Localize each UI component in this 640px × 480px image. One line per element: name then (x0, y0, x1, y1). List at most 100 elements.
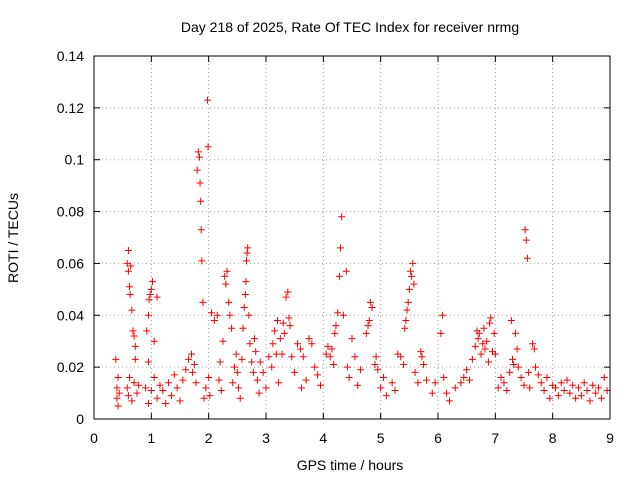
data-point (221, 272, 229, 280)
data-point (296, 345, 304, 353)
data-point (124, 392, 132, 400)
data-point (226, 311, 234, 319)
data-point (510, 361, 518, 369)
data-point (420, 361, 428, 369)
data-point (216, 358, 224, 366)
data-point (268, 363, 276, 371)
data-point (112, 355, 120, 363)
data-point (142, 384, 150, 392)
data-point (239, 324, 247, 332)
data-point (388, 379, 396, 387)
data-point (481, 345, 489, 353)
data-point (597, 394, 605, 402)
data-point (335, 272, 343, 280)
data-point (150, 337, 158, 345)
x-axis-label: GPS time / hours (297, 457, 404, 473)
data-point (273, 316, 281, 324)
data-point (557, 379, 565, 387)
data-point (199, 298, 207, 306)
data-point (468, 355, 476, 363)
data-point (497, 374, 505, 382)
data-point (401, 324, 409, 332)
data-point (410, 280, 418, 288)
data-point (338, 213, 346, 221)
data-point (147, 285, 155, 293)
data-point (451, 384, 459, 392)
data-point (276, 335, 284, 343)
data-point (162, 399, 170, 407)
data-point (286, 322, 294, 330)
data-point (302, 376, 310, 384)
data-point (299, 353, 307, 361)
data-point (331, 329, 339, 337)
data-point (357, 366, 365, 374)
x-tick-label: 4 (319, 430, 327, 446)
data-point (145, 296, 153, 304)
data-point (479, 340, 487, 348)
data-point (236, 394, 244, 402)
data-point (490, 329, 498, 337)
data-point (506, 368, 514, 376)
data-point (566, 389, 574, 397)
data-point (526, 384, 534, 392)
data-point (294, 340, 302, 348)
data-point (552, 384, 560, 392)
data-point (486, 319, 494, 327)
data-point (554, 392, 562, 400)
data-point (194, 148, 202, 156)
data-point (418, 353, 426, 361)
data-point (189, 368, 197, 376)
data-point (500, 379, 508, 387)
data-point (445, 397, 453, 405)
data-point (123, 384, 131, 392)
y-tick-label: 0.06 (57, 255, 84, 271)
data-point (130, 379, 138, 387)
data-point (480, 324, 488, 332)
data-point (377, 384, 385, 392)
data-point (115, 389, 123, 397)
data-point (135, 381, 143, 389)
data-point (176, 397, 184, 405)
data-point (517, 374, 525, 382)
data-point (397, 353, 405, 361)
data-point (540, 386, 548, 394)
data-point (126, 283, 134, 291)
data-point (324, 342, 332, 350)
data-point (475, 329, 483, 337)
data-point (437, 329, 445, 337)
data-point (391, 386, 399, 394)
data-point (205, 374, 213, 382)
data-point (337, 244, 345, 252)
data-point (215, 376, 223, 384)
ticks-layer (93, 55, 611, 420)
data-point (543, 374, 551, 382)
data-point (314, 371, 322, 379)
data-point (563, 376, 571, 384)
data-point (130, 332, 138, 340)
x-tick-label: 8 (549, 430, 557, 446)
data-point (583, 386, 591, 394)
data-point (253, 376, 261, 384)
data-point (529, 340, 537, 348)
data-point (404, 298, 412, 306)
data-point (342, 267, 350, 275)
data-point (259, 368, 267, 376)
data-point (569, 381, 577, 389)
y-tick-label: 0.02 (57, 359, 84, 375)
data-point (210, 316, 218, 324)
data-point (202, 384, 210, 392)
data-point (249, 368, 257, 376)
data-point (238, 355, 246, 363)
data-point (233, 368, 241, 376)
data-point (131, 355, 139, 363)
data-point (128, 397, 136, 405)
data-point (487, 314, 495, 322)
data-point (546, 394, 554, 402)
data-point (255, 389, 263, 397)
data-point (185, 355, 193, 363)
data-point (170, 371, 178, 379)
data-point (328, 345, 336, 353)
data-point (279, 319, 287, 327)
data-point (156, 381, 164, 389)
